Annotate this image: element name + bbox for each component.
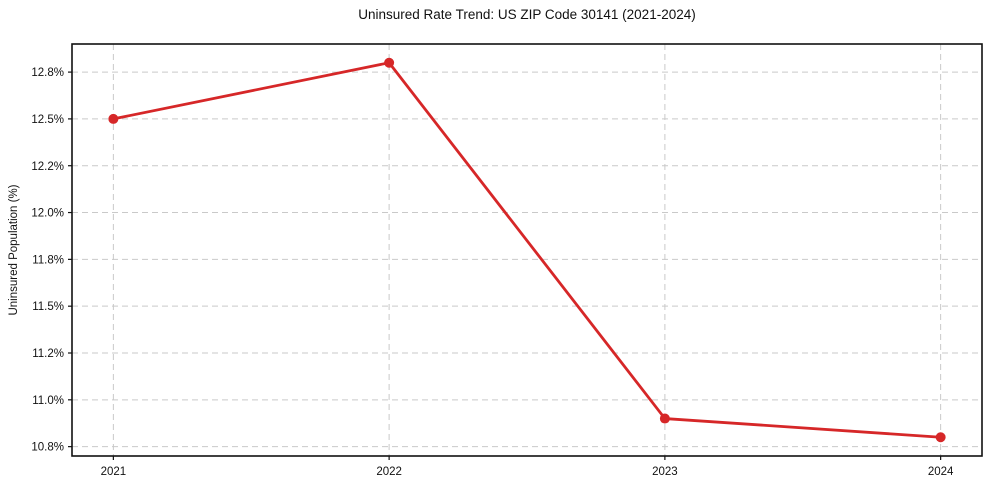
chart-title: Uninsured Rate Trend: US ZIP Code 30141 … — [358, 7, 696, 22]
y-tick-label: 10.8% — [31, 442, 64, 454]
y-tick-label: 11.5% — [32, 301, 64, 313]
data-point-2023 — [659, 413, 670, 424]
y-tick-label: 12.8% — [31, 67, 64, 79]
trend-line — [111, 61, 943, 439]
y-tick-label: 11.0% — [32, 395, 64, 407]
y-tick-label: 11.2% — [32, 348, 64, 360]
x-tick-label: 2022 — [376, 466, 402, 478]
x-tick-label: 2021 — [101, 466, 127, 478]
y-tick-label: 11.8% — [32, 254, 64, 266]
data-point-2021 — [108, 113, 119, 124]
plot-border — [71, 43, 983, 457]
data-point-2022 — [384, 57, 395, 68]
y-tick-label: 12.5% — [31, 114, 64, 126]
x-tick-label: 2023 — [652, 466, 678, 478]
y-tick-label: 12.0% — [31, 208, 64, 220]
data-point-2024 — [935, 432, 946, 443]
y-tick-label: 12.2% — [31, 161, 64, 173]
x-tick-label: 2024 — [928, 466, 954, 478]
